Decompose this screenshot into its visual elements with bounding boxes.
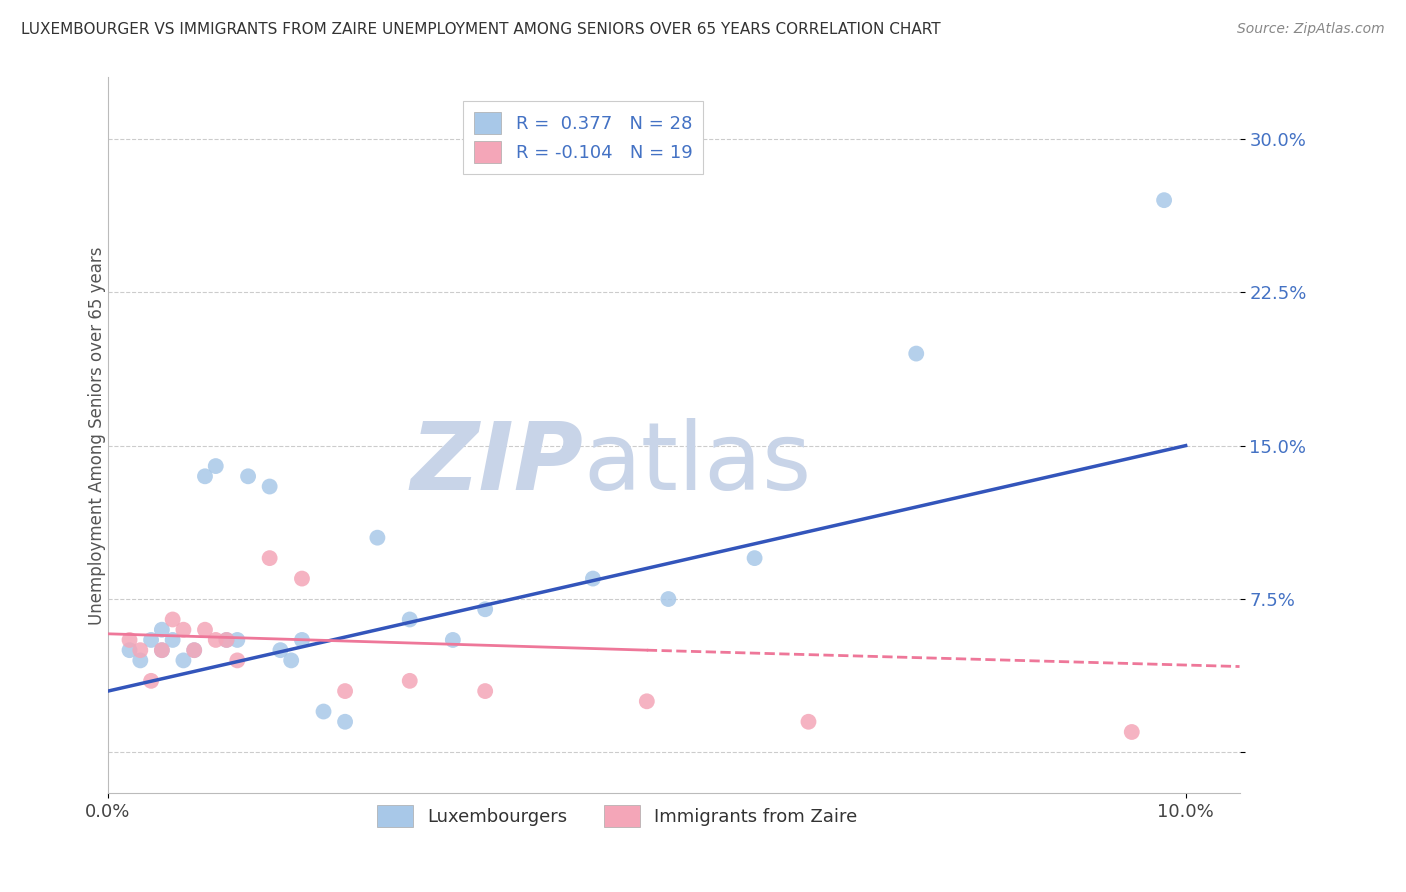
Point (172, 623, 194, 637)
Point (162, 632, 184, 647)
Point (280, 653, 302, 667)
Point (744, 551, 766, 566)
Point (150, 643, 173, 657)
Point (215, 632, 238, 647)
Text: LUXEMBOURGER VS IMMIGRANTS FROM ZAIRE UNEMPLOYMENT AMONG SENIORS OVER 65 YEARS C: LUXEMBOURGER VS IMMIGRANTS FROM ZAIRE UN… (21, 22, 941, 37)
Point (150, 623, 173, 637)
Point (398, 673, 420, 688)
Point (441, 632, 464, 647)
Text: ZIP: ZIP (411, 418, 583, 510)
Point (333, 714, 356, 729)
Point (172, 653, 194, 667)
Point (636, 694, 658, 708)
Point (312, 705, 335, 719)
Point (129, 653, 152, 667)
Point (118, 632, 141, 647)
Point (204, 459, 226, 474)
Point (226, 632, 249, 647)
Point (129, 643, 152, 657)
Point (291, 632, 314, 647)
Point (118, 643, 141, 657)
Point (215, 632, 238, 647)
Point (259, 479, 281, 493)
Point (905, 346, 928, 360)
Y-axis label: Unemployment Among Seniors over 65 years: Unemployment Among Seniors over 65 years (89, 246, 105, 624)
Point (194, 469, 217, 483)
Point (236, 469, 259, 483)
Point (657, 592, 679, 607)
Point (269, 643, 291, 657)
Point (797, 714, 820, 729)
Point (366, 531, 388, 545)
Point (398, 612, 420, 626)
Point (139, 673, 162, 688)
Point (1153, 193, 1175, 207)
Point (333, 684, 356, 698)
Point (150, 643, 173, 657)
Point (204, 632, 226, 647)
Point (162, 612, 184, 626)
Point (474, 684, 496, 698)
Point (259, 551, 281, 566)
Point (183, 643, 205, 657)
Point (139, 632, 162, 647)
Point (582, 572, 605, 586)
Text: atlas: atlas (583, 418, 811, 510)
Point (291, 572, 314, 586)
Point (183, 643, 205, 657)
Point (226, 653, 249, 667)
Point (194, 623, 217, 637)
Point (474, 602, 496, 616)
Text: Source: ZipAtlas.com: Source: ZipAtlas.com (1237, 22, 1385, 37)
Point (1121, 725, 1143, 739)
Legend: Luxembourgers, Immigrants from Zaire: Luxembourgers, Immigrants from Zaire (370, 798, 865, 834)
